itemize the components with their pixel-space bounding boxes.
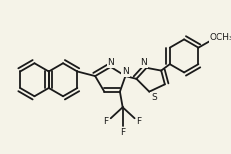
Text: OCH₃: OCH₃ [209,33,231,42]
Text: S: S [150,93,156,102]
Text: N: N [107,58,114,67]
Text: N: N [140,58,146,67]
Text: N: N [122,67,128,76]
Text: F: F [103,117,108,126]
Text: F: F [120,128,125,137]
Text: F: F [136,117,141,126]
